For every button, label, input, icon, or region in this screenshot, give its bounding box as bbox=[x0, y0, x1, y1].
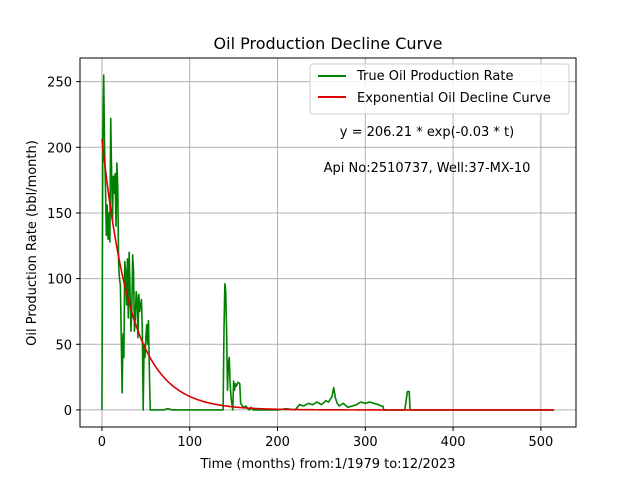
tick-layer: 0 100 200 300 400 500 0 50 100 150 200 250 bbox=[47, 76, 553, 450]
legend-label-exponential-fit: Exponential Oil Decline Curve bbox=[357, 91, 551, 106]
plot-area bbox=[80, 58, 576, 427]
x-tick-label: 0 bbox=[98, 435, 106, 450]
y-axis-label: Oil Production Rate (bbl/month) bbox=[25, 140, 40, 346]
exponential-fit-line bbox=[101, 139, 555, 411]
equation-annotation: y = 206.21 * exp(-0.03 * t) bbox=[340, 125, 514, 140]
y-tick-label: 50 bbox=[55, 338, 72, 353]
legend: True Oil Production Rate Exponential Oil… bbox=[309, 63, 570, 115]
x-tick-label: 100 bbox=[177, 435, 202, 450]
legend-box bbox=[309, 63, 570, 115]
true-production-line bbox=[101, 74, 555, 411]
x-axis-label: Time (months) from:1/1979 to:12/2023 bbox=[199, 457, 455, 472]
series-layer bbox=[101, 74, 555, 411]
y-tick-label: 100 bbox=[47, 273, 72, 288]
y-tick-label: 150 bbox=[47, 207, 72, 222]
x-tick-label: 500 bbox=[528, 435, 553, 450]
x-tick-label: 400 bbox=[441, 435, 466, 450]
y-tick-label: 250 bbox=[47, 76, 72, 91]
plot-frame bbox=[79, 57, 577, 428]
well-annotation: Api No:2510737, Well:37-MX-10 bbox=[324, 161, 531, 176]
x-tick-label: 200 bbox=[265, 435, 290, 450]
x-tick-label: 300 bbox=[353, 435, 378, 450]
y-tick-label: 200 bbox=[47, 141, 72, 156]
y-tick-label: 0 bbox=[64, 404, 72, 419]
legend-label-true-rate: True Oil Production Rate bbox=[356, 69, 513, 84]
chart-title: Oil Production Decline Curve bbox=[214, 34, 443, 53]
